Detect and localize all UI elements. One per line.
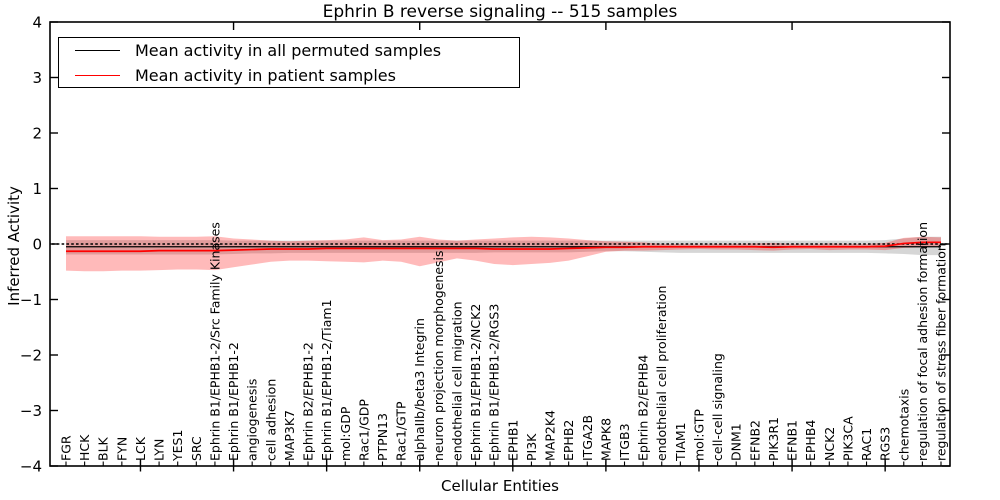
x-tick-label-22: Ephrin B1/EPHB1-2/NCK2	[468, 304, 483, 461]
x-tick-label-43: RAC1	[859, 428, 874, 461]
x-tick-label-6: YES1	[170, 430, 185, 462]
legend-label-patient: Mean activity in patient samples	[135, 65, 396, 85]
y-tick-label: −1	[20, 291, 42, 309]
x-tick-label-15: mol:GDP	[338, 406, 353, 461]
chart-title: Ephrin B reverse signaling -- 515 sample…	[322, 2, 678, 22]
x-tick-label-20: neuron projection morphogenesis	[431, 250, 446, 461]
x-tick-label-3: FYN	[114, 437, 129, 461]
x-tick-label-12: MAP3K7	[282, 410, 297, 461]
legend-label-permuted: Mean activity in all permuted samples	[135, 40, 442, 60]
permuted-samples-spread-band	[66, 236, 941, 256]
x-tick-label-18: Rac1/GTP	[394, 401, 409, 461]
y-tick-label: 2	[32, 125, 42, 143]
x-tick-label-26: MAP2K4	[543, 410, 558, 461]
y-tick-label: 4	[32, 14, 42, 32]
x-tick-label-16: Rac1/GDP	[356, 399, 371, 461]
y-tick-label: −3	[20, 402, 42, 420]
y-tick-label: 3	[32, 69, 42, 87]
x-tick-label-11: cell adhesion	[263, 379, 278, 461]
x-tick-label-8: Ephrin B1/EPHB1-2/Src Family Kinases	[207, 222, 222, 461]
x-tick-label-5: LYN	[152, 439, 167, 461]
x-tick-label-14: Ephrin B1/EPHB1-2/Tiam1	[319, 299, 334, 461]
x-tick-label-47: regulation of stress fiber formation	[934, 243, 949, 461]
x-tick-label-41: NCK2	[822, 427, 837, 461]
x-tick-label-24: EPHB1	[505, 420, 520, 461]
x-tick-label-1: HCK	[77, 434, 92, 461]
legend: Mean activity in all permuted samples Me…	[58, 37, 520, 88]
x-tick-label-4: LCK	[133, 436, 148, 461]
patient-samples-spread-band	[66, 236, 941, 272]
x-tick-label-38: PIK3R1	[766, 417, 781, 461]
x-tick-label-23: Ephrin B1/EPHB1-2/RGS3	[487, 304, 502, 461]
y-tick-label: 0	[32, 236, 42, 254]
x-tick-label-19: alphaIIb/beta3 Integrin	[412, 318, 427, 461]
x-tick-label-0: FGR	[59, 435, 74, 461]
x-tick-label-37: EFNB2	[747, 420, 762, 461]
x-tick-label-40: EPHB4	[803, 420, 818, 461]
x-tick-label-29: MAPK8	[598, 418, 613, 461]
x-tick-label-39: EFNB1	[785, 420, 800, 461]
y-tick-label: −2	[20, 347, 42, 365]
y-axis-title: Inferred Activity	[5, 186, 23, 306]
x-tick-label-32: endothelial cell proliferation	[654, 286, 669, 461]
patient-line-sample-icon	[75, 74, 120, 76]
x-tick-label-42: PIK3CA	[840, 416, 855, 461]
x-tick-label-25: PI3K	[524, 433, 539, 461]
x-tick-label-45: chemotaxis	[896, 389, 911, 461]
x-tick-label-30: ITGB3	[617, 423, 632, 461]
x-tick-label-34: mol:GTP	[691, 409, 706, 461]
legend-row-patient: Mean activity in patient samples	[75, 64, 519, 86]
y-tick-label: −4	[20, 458, 42, 476]
patient-mean-line	[66, 241, 941, 253]
x-tick-label-7: SRC	[189, 436, 204, 461]
x-tick-label-27: EPHB2	[561, 420, 576, 461]
x-tick-label-35: cell-cell signaling	[710, 353, 725, 461]
x-tick-label-44: RGS3	[878, 427, 893, 461]
x-tick-label-10: angiogenesis	[245, 379, 260, 461]
x-tick-label-31: Ephrin B2/EPHB4	[636, 355, 651, 461]
x-tick-label-17: PTPN13	[375, 413, 390, 461]
x-tick-label-9: Ephrin B1/EPHB1-2	[226, 342, 241, 461]
x-tick-label-2: BLK	[96, 436, 111, 461]
x-axis-title: Cellular Entities	[441, 477, 559, 495]
x-tick-label-33: TIAM1	[673, 422, 688, 462]
permuted-line-sample-icon	[75, 49, 120, 51]
x-tick-label-46: regulation of focal adhesion formation	[915, 222, 930, 461]
x-tick-label-36: DNM1	[729, 423, 744, 461]
y-tick-label: 1	[32, 180, 42, 198]
x-tick-label-21: endothelial cell migration	[449, 301, 464, 461]
legend-row-permuted: Mean activity in all permuted samples	[75, 39, 519, 61]
x-tick-label-28: ITGA2B	[580, 415, 595, 461]
x-tick-label-13: Ephrin B2/EPHB1-2	[301, 342, 316, 461]
